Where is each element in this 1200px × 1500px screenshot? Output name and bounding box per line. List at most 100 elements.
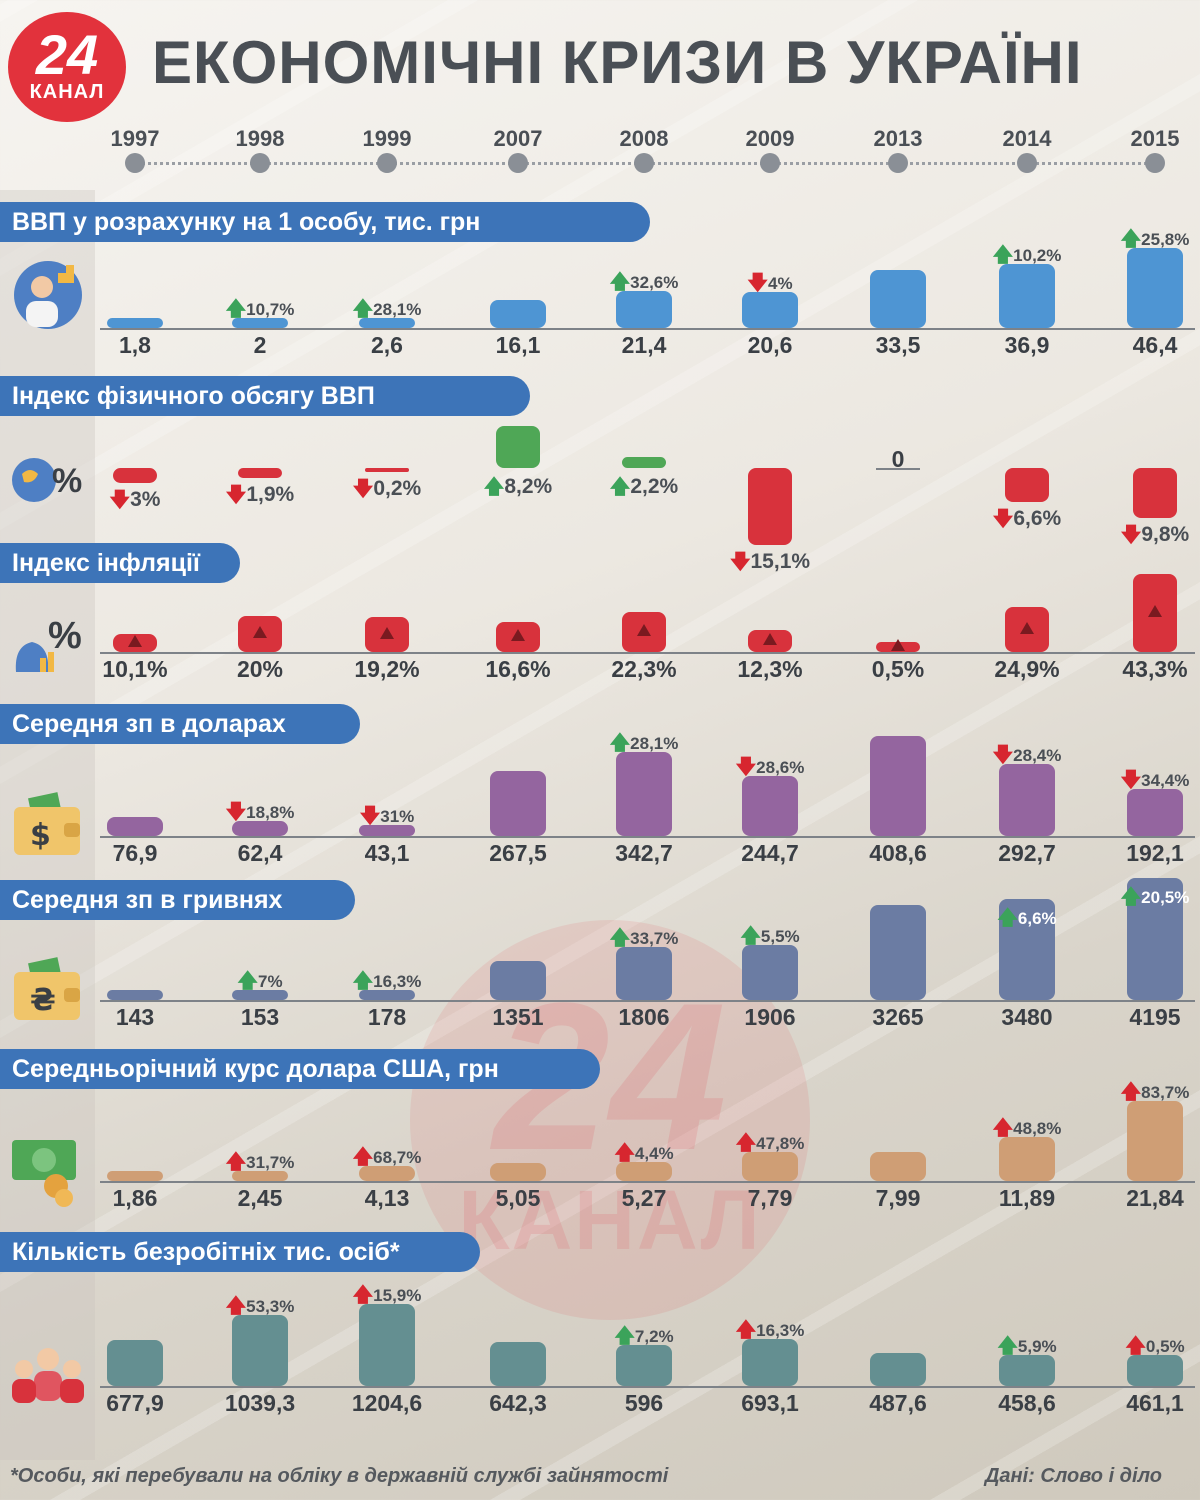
bar-value: 408,6 [869,840,927,866]
arrow-up-icon: 🡅 [609,732,631,754]
bar-value: 0 [891,446,905,472]
change-label: 🡅32,6% [584,267,704,301]
baseline [100,1386,1195,1388]
change-value: 16,3% [756,1321,805,1340]
timeline-year: 2008 [619,126,669,151]
timeline-dot [125,153,145,173]
arrow-up-icon: 🡅 [997,907,1018,929]
change-label: 🡅16,3% [710,1315,830,1349]
change-label: 🡅0,5% [1095,1331,1200,1365]
change-value: 5,5% [760,927,800,946]
arrow-up-icon [511,629,525,641]
bar-value: 4,13 [364,1185,410,1211]
arrow-down-icon: 🡇 [225,484,247,506]
chart-bar [870,1152,926,1181]
section-header: ВВП у розрахунку на 1 особу, тис. грн [0,202,650,242]
chart-bar [742,776,798,836]
change-value: 4,4% [634,1144,674,1163]
chart-bar [870,736,926,836]
arrow-down-icon: 🡅 [992,1117,1014,1139]
change-value: 20,5% [1141,888,1190,907]
arrow-up-icon [891,639,905,651]
timeline-dot [1145,153,1165,173]
change-value: 0,5% [1145,1337,1185,1356]
change-value: 3% [130,488,161,511]
change-value: 31,7% [246,1153,295,1172]
change-label: 🡅53,3% [200,1291,320,1325]
timeline-year: 1997 [110,126,160,151]
chart-bar [107,990,163,1000]
change-value: 15,1% [750,550,811,573]
change-label: 🡇28,4% [967,740,1087,774]
bar-value: 21,84 [1126,1185,1184,1211]
bar-value: 4195 [1129,1004,1181,1030]
arrow-up-icon [380,626,394,639]
chart-bar [1133,468,1177,518]
change-label: 🡅68,7% [327,1142,447,1176]
bar-value: 21,4 [621,332,667,358]
wallet-dollar-icon: $ [8,785,88,870]
bar-value: 5,27 [621,1185,667,1211]
chart-bar [999,899,1055,1000]
chart-bar [1005,468,1049,502]
timeline-dot [250,153,270,173]
bar-value: 43,1 [364,840,410,866]
chart-bar [232,990,288,1000]
chart-bar [616,291,672,328]
bar-value: 143 [115,1004,155,1030]
change-label: 🡅10,7% [200,294,320,328]
arrow-down-icon: 🡅 [735,1319,757,1341]
section-header: Середньорічний курс долара США, грн [0,1049,600,1089]
change-value: 6,6% [1013,507,1062,530]
change-value: 53,3% [246,1297,295,1316]
bar-value: 487,6 [869,1390,927,1416]
change-value: 6,6% [1017,909,1057,928]
arrow-down-icon: 🡇 [992,508,1014,530]
timeline-dot [377,153,397,173]
timeline-year: 2015 [1130,126,1180,151]
arrow-down-icon: 🡅 [225,1151,247,1173]
change-label: 🡅16,3% [327,966,447,1000]
svg-text:%: % [48,615,82,657]
chart-bar [490,961,546,1000]
arrow-down-icon: 🡇 [225,801,247,823]
change-label: 🡅2,2% [584,472,704,506]
arrow-up-icon: 🡅 [614,1325,635,1347]
chart-bar [870,1353,926,1386]
bar-value: 16,6% [485,656,551,682]
change-value: 4% [767,274,793,293]
bar-value: 458,6 [998,1390,1056,1416]
chart-bar [359,990,415,1000]
bar-value: 5,05 [495,1185,541,1211]
chart-bar [999,764,1055,836]
change-label: 🡅47,8% [710,1128,830,1162]
arrow-down-icon: 🡅 [614,1142,635,1164]
bar-value: 1204,6 [351,1390,423,1416]
chart-bar [616,1345,672,1386]
money-bag-percent-icon: % [8,600,88,685]
section-header: Середня зп в гривнях [0,880,355,920]
bar-value: 62,4 [237,840,283,866]
chart-bar [359,318,415,328]
chart-bar [870,905,926,1000]
change-value: 28,1% [373,300,422,319]
arrow-down-icon: 🡅 [1125,1335,1146,1357]
zero-line [876,468,920,470]
logo-text: КАНАЛ [29,80,105,103]
bar-value: 2,45 [237,1185,283,1211]
change-label: 🡅7,2% [584,1321,704,1355]
change-value: 34,4% [1141,771,1190,790]
people-group-icon [8,1335,88,1420]
chart-bar [1127,1355,1183,1386]
change-value: 10,7% [246,300,295,319]
arrow-up-icon [1148,605,1162,617]
arrow-down-icon: 🡇 [1120,769,1142,791]
change-value: 9,8% [1141,523,1190,546]
arrow-down-icon: 🡇 [352,478,374,500]
bar-value: 677,9 [106,1390,164,1416]
change-label: 🡅4,4% [584,1138,704,1172]
arrow-up-icon: 🡅 [992,244,1014,266]
change-label: 🡅31,7% [200,1147,320,1181]
bar-value: 7,99 [875,1185,921,1211]
bar-value: 20% [236,656,284,682]
